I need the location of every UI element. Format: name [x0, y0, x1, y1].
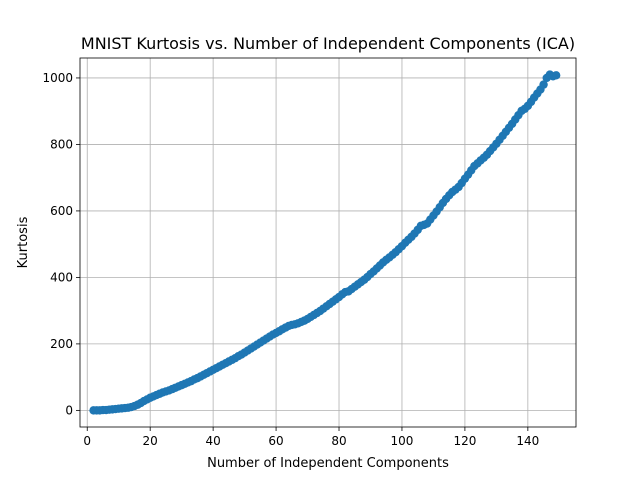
- y-axis-label: Kurtosis: [16, 216, 31, 268]
- x-tick-label: 20: [143, 434, 158, 448]
- y-tick-label: 200: [50, 337, 73, 351]
- plot-frame: [79, 57, 577, 428]
- x-tick-label: 120: [453, 434, 476, 448]
- chart-title: MNIST Kurtosis vs. Number of Independent…: [81, 34, 575, 53]
- x-tick-label: 140: [516, 434, 539, 448]
- data-points: [89, 70, 561, 415]
- x-tick-label: 80: [331, 434, 346, 448]
- y-axis-ticks: 0 200 400 600 800 1000: [42, 71, 80, 417]
- x-tick-label: 40: [205, 434, 220, 448]
- y-tick-label: 400: [50, 270, 73, 284]
- x-tick-label: 100: [391, 434, 414, 448]
- y-tick-label: 600: [50, 204, 73, 218]
- x-tick-label: 0: [83, 434, 91, 448]
- x-axis-label: Number of Independent Components: [207, 456, 449, 471]
- x-axis-ticks: 0 20 40 60 80 100 120 140: [83, 427, 539, 448]
- y-tick-label: 0: [65, 403, 73, 417]
- y-tick-label: 800: [50, 137, 73, 151]
- x-tick-label: 60: [268, 434, 283, 448]
- y-tick-label: 1000: [42, 71, 73, 85]
- grid-lines: [80, 58, 576, 427]
- data-point: [551, 71, 561, 80]
- data-point: [539, 80, 548, 89]
